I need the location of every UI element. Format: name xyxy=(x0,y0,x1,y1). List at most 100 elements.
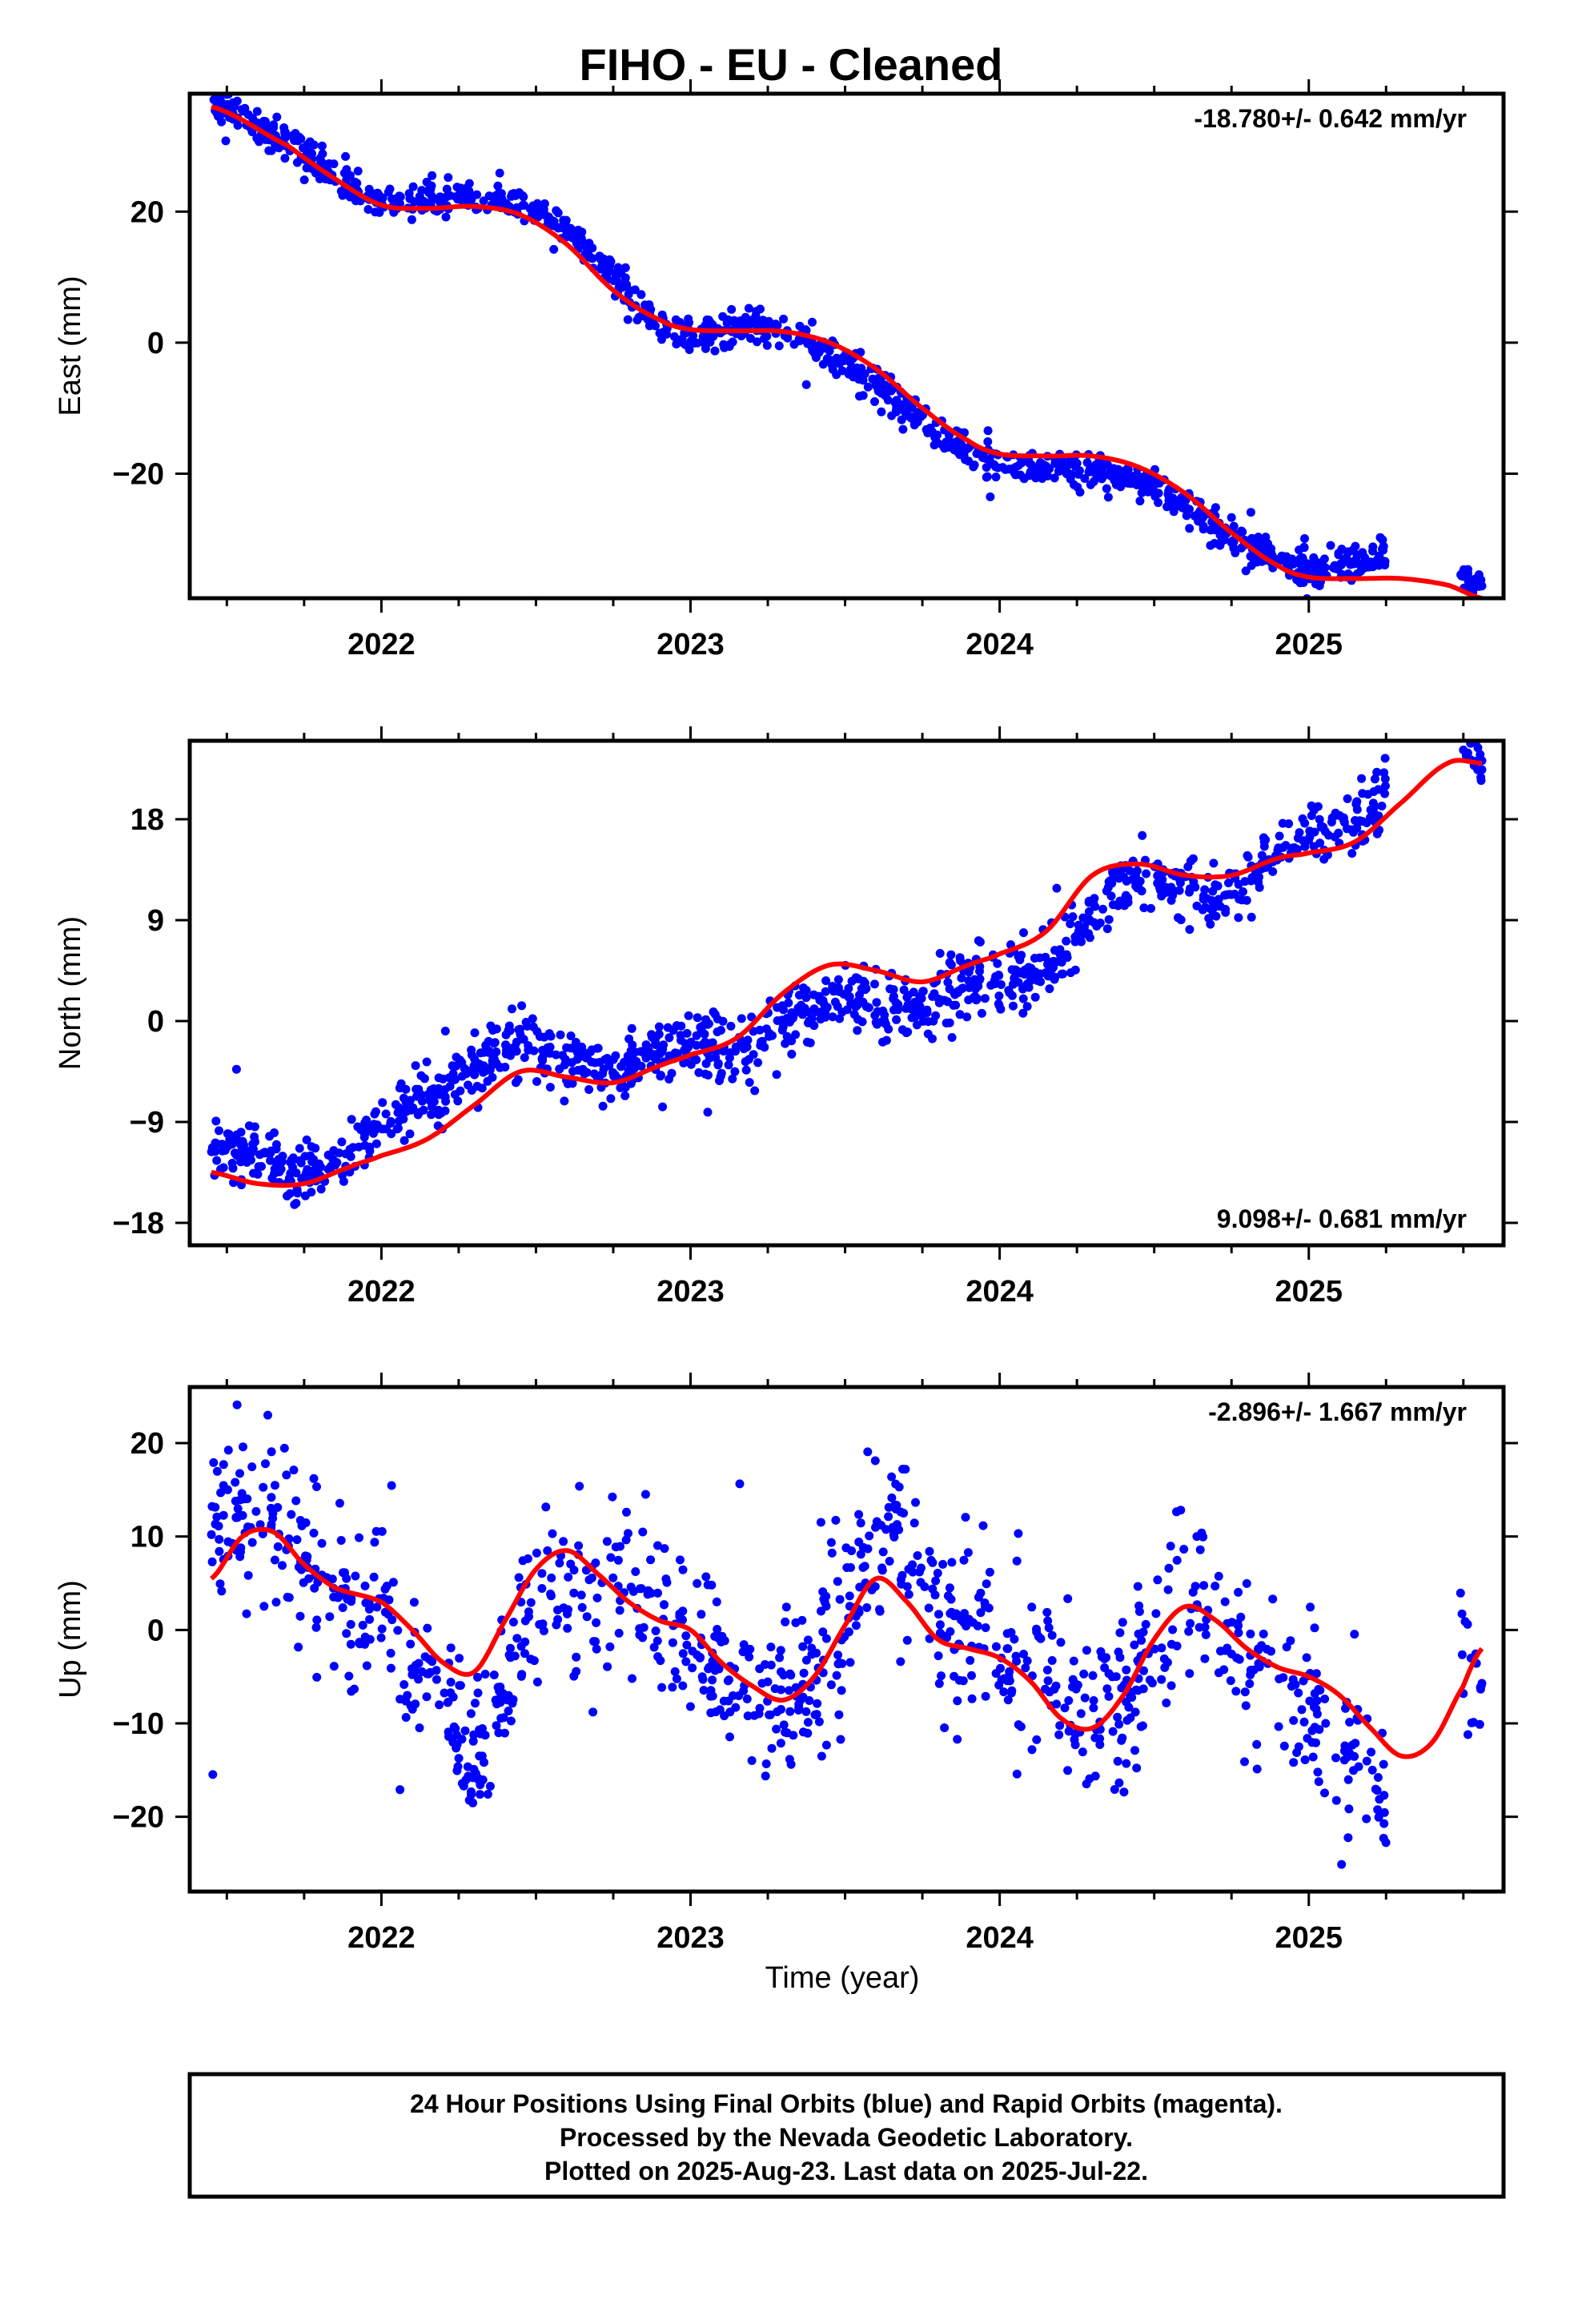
up-data-point xyxy=(344,1671,354,1681)
north-data-point xyxy=(753,1058,763,1068)
up-data-point xyxy=(785,1707,795,1716)
north-data-point xyxy=(853,996,862,1006)
north-data-point xyxy=(1084,907,1094,916)
up-data-point xyxy=(940,1723,950,1732)
up-data-point xyxy=(761,1771,770,1781)
up-data-point xyxy=(216,1488,226,1498)
up-data-point xyxy=(678,1681,688,1691)
east-data-point xyxy=(741,312,750,322)
up-data-point xyxy=(494,1728,504,1738)
up-data-point xyxy=(223,1445,233,1455)
north-data-point xyxy=(1352,823,1362,833)
north-data-point xyxy=(743,1035,753,1045)
up-data-point xyxy=(471,1768,480,1778)
up-data-point xyxy=(1339,1755,1349,1765)
north-data-point xyxy=(1259,842,1269,851)
up-data-point xyxy=(446,1678,456,1687)
caption-line-2: Processed by the Nevada Geodetic Laborat… xyxy=(560,2123,1133,2152)
up-data-point xyxy=(887,1472,897,1482)
north-data-point xyxy=(231,1150,241,1160)
east-data-point xyxy=(415,191,424,201)
north-data-point xyxy=(577,1042,587,1051)
north-data-point xyxy=(415,1108,424,1117)
up-data-point xyxy=(896,1657,905,1667)
east-data-point xyxy=(844,369,853,379)
north-data-point xyxy=(624,1034,634,1043)
east-y-tick-label: −20 xyxy=(113,458,164,492)
east-data-point xyxy=(636,290,646,300)
north-x-tick-label: 2025 xyxy=(1275,1275,1343,1309)
east-data-point xyxy=(1043,471,1052,480)
up-data-point xyxy=(1117,1683,1126,1693)
north-data-point xyxy=(452,1052,461,1062)
up-data-point xyxy=(454,1754,464,1763)
up-data-point xyxy=(309,1528,319,1538)
north-data-point xyxy=(337,1137,347,1147)
up-data-point xyxy=(1381,1838,1391,1848)
north-data-point xyxy=(529,1046,539,1055)
east-data-point xyxy=(428,195,438,204)
north-data-point xyxy=(520,1053,529,1063)
up-data-point xyxy=(1043,1676,1053,1686)
east-data-point xyxy=(811,353,821,362)
north-data-point xyxy=(870,979,879,989)
up-data-point xyxy=(1223,1643,1232,1653)
north-data-point xyxy=(730,1067,740,1076)
east-data-point xyxy=(771,320,781,329)
north-data-point xyxy=(1036,977,1046,987)
up-data-point xyxy=(215,1534,224,1544)
north-data-point xyxy=(935,949,945,958)
north-data-point xyxy=(225,1135,235,1144)
up-data-point xyxy=(408,1704,417,1714)
north-data-point xyxy=(1208,887,1218,896)
north-data-point xyxy=(741,1065,751,1075)
north-data-point xyxy=(889,994,898,1003)
up-data-point xyxy=(668,1683,677,1692)
east-data-point xyxy=(698,332,708,341)
up-data-point xyxy=(432,1666,441,1675)
up-data-point xyxy=(386,1648,396,1658)
up-data-point xyxy=(682,1640,692,1650)
north-data-points xyxy=(207,741,1487,1209)
east-data-point xyxy=(280,154,290,163)
up-data-point xyxy=(485,1782,495,1791)
east-data-point xyxy=(625,286,634,296)
up-data-point xyxy=(1162,1699,1171,1707)
north-data-point xyxy=(606,1094,616,1104)
up-x-tick-label: 2022 xyxy=(347,1921,416,1955)
east-data-point xyxy=(299,143,307,153)
up-data-point xyxy=(327,1574,337,1584)
up-data-point xyxy=(701,1572,711,1582)
east-data-point xyxy=(710,346,720,356)
east-data-point xyxy=(1227,513,1236,522)
east-data-point xyxy=(588,254,597,263)
north-data-point xyxy=(1022,1002,1032,1011)
up-data-point xyxy=(779,1720,789,1730)
up-data-point xyxy=(538,1619,548,1629)
north-data-point xyxy=(440,1027,450,1035)
up-data-point xyxy=(400,1680,409,1689)
up-data-point xyxy=(646,1555,656,1565)
east-data-point xyxy=(818,344,828,353)
up-data-point xyxy=(1044,1623,1054,1633)
up-data-point xyxy=(785,1686,793,1695)
east-data-point xyxy=(1349,559,1359,569)
north-data-point xyxy=(833,983,843,992)
north-y-axis-label: North (mm) xyxy=(54,916,87,1070)
east-data-point xyxy=(704,316,713,325)
up-data-point xyxy=(935,1628,945,1638)
east-data-point xyxy=(801,380,811,389)
up-data-point xyxy=(414,1659,424,1668)
up-data-point xyxy=(924,1603,934,1613)
north-data-point xyxy=(1175,879,1185,887)
north-data-point xyxy=(1188,854,1198,863)
up-data-point xyxy=(239,1442,247,1452)
up-y-tick-label: −20 xyxy=(113,1801,164,1835)
north-data-point xyxy=(394,1116,404,1126)
up-data-point xyxy=(1311,1669,1321,1679)
east-data-point xyxy=(1103,493,1113,502)
up-data-point xyxy=(832,1671,841,1680)
east-data-point xyxy=(829,357,839,367)
north-data-point xyxy=(1315,838,1325,848)
north-data-point xyxy=(1327,818,1336,826)
